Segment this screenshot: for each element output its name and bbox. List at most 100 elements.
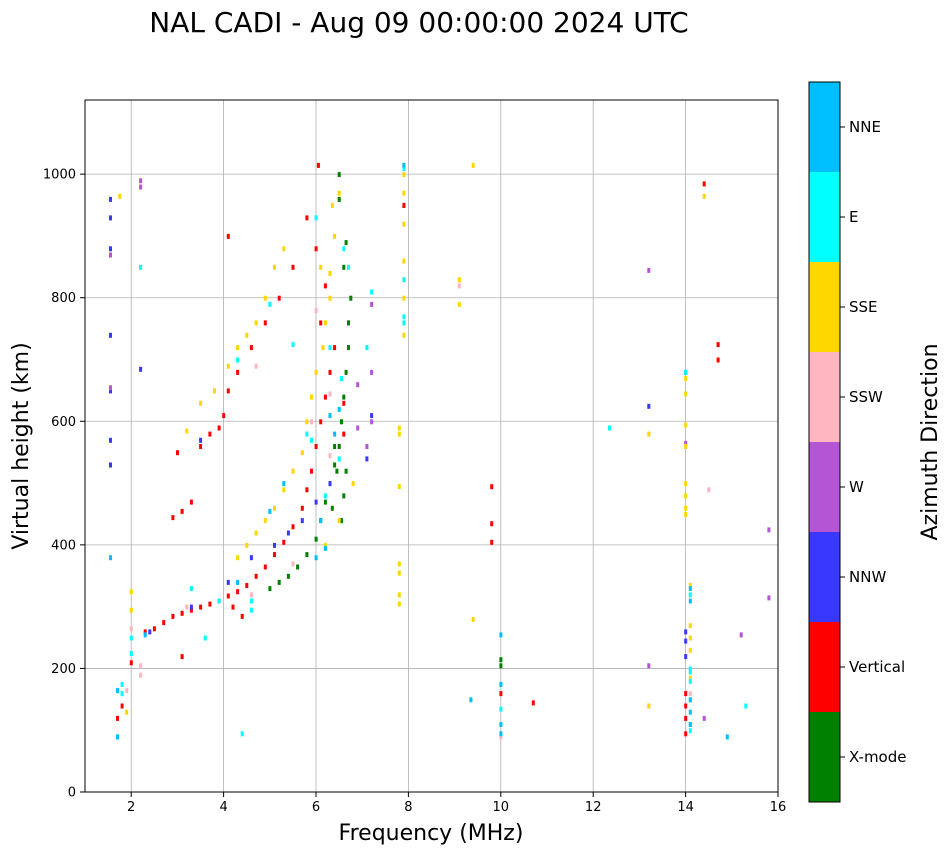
data-point — [342, 400, 346, 406]
data-point — [702, 715, 706, 721]
data-point — [688, 666, 692, 672]
colorbar-segment — [809, 352, 840, 442]
data-point — [249, 555, 253, 561]
data-point — [226, 388, 230, 394]
data-point — [457, 301, 461, 307]
data-point — [109, 437, 112, 443]
data-point — [688, 709, 692, 715]
data-point — [716, 342, 720, 348]
data-point — [139, 672, 143, 678]
data-point — [347, 264, 350, 270]
data-point — [129, 660, 133, 666]
data-point — [273, 264, 276, 270]
data-point — [300, 518, 304, 524]
data-point — [370, 301, 374, 307]
data-point — [268, 301, 272, 307]
data-point — [684, 369, 688, 375]
data-point — [725, 734, 729, 740]
data-point — [314, 246, 318, 252]
data-point — [457, 277, 461, 283]
colorbar: X-mode Vertical NNW W SSW SSE E NNE — [808, 81, 906, 803]
data-point — [328, 413, 332, 419]
data-point — [240, 731, 244, 737]
y-tick-label: 400 — [51, 538, 76, 553]
data-point — [236, 555, 240, 561]
data-point — [314, 499, 318, 505]
data-point — [310, 394, 313, 400]
data-point — [273, 552, 276, 558]
x-tick-label: 12 — [585, 800, 602, 815]
data-point — [189, 607, 193, 613]
data-point — [254, 530, 258, 536]
data-point — [116, 715, 119, 721]
data-point — [323, 283, 327, 289]
data-point — [739, 632, 743, 638]
series-ssw — [125, 283, 711, 740]
data-point — [684, 505, 688, 511]
data-point — [323, 493, 327, 499]
data-point — [226, 233, 230, 239]
data-point — [277, 295, 281, 301]
data-point — [328, 391, 332, 397]
data-point — [129, 635, 133, 641]
data-point — [222, 413, 226, 419]
data-point — [471, 617, 475, 622]
data-point — [120, 681, 124, 687]
data-point — [282, 481, 286, 487]
data-point — [282, 539, 286, 545]
data-point — [236, 357, 240, 363]
data-point — [702, 181, 706, 187]
y-tick-label: 600 — [51, 415, 76, 430]
data-point — [249, 345, 253, 351]
colorbar-segment — [809, 622, 840, 712]
data-point — [397, 561, 401, 567]
data-point — [356, 425, 360, 431]
data-point — [171, 515, 175, 521]
data-point — [340, 376, 343, 381]
data-point — [469, 697, 473, 703]
data-point — [120, 691, 124, 697]
data-point — [291, 524, 295, 530]
data-point — [688, 678, 692, 684]
data-point — [688, 691, 692, 697]
data-point — [337, 518, 341, 524]
colorbar-segment — [809, 172, 840, 262]
data-point — [499, 663, 503, 669]
colorbar-category-label: SSW — [849, 388, 883, 406]
data-point — [767, 527, 771, 533]
data-point — [688, 586, 692, 592]
data-point — [499, 706, 503, 712]
data-point — [342, 394, 346, 400]
data-point — [282, 246, 286, 252]
data-point — [226, 579, 230, 585]
data-point — [328, 345, 332, 351]
data-point — [707, 487, 711, 493]
data-point — [125, 688, 129, 694]
data-point — [688, 635, 692, 641]
data-point — [702, 193, 706, 199]
data-point — [490, 484, 494, 490]
data-point — [344, 240, 348, 246]
x-axis-ticks: 2 4 6 8 10 12 14 16 — [127, 792, 786, 815]
data-point — [344, 468, 348, 474]
data-point — [402, 190, 406, 196]
data-point — [316, 162, 320, 168]
chart-title: NAL CADI - Aug 09 00:00:00 2024 UTC — [149, 6, 688, 39]
data-point — [305, 487, 309, 493]
data-point — [305, 419, 309, 425]
data-point — [370, 289, 374, 295]
data-point — [199, 444, 203, 449]
data-point — [335, 468, 339, 474]
data-point — [457, 283, 461, 289]
data-point — [365, 444, 369, 449]
series-w — [109, 178, 771, 721]
data-point — [499, 657, 503, 663]
data-point — [328, 369, 332, 375]
data-point — [254, 320, 258, 326]
data-point — [402, 203, 406, 208]
data-point — [684, 444, 688, 449]
colorbar-segment — [809, 442, 840, 532]
data-point — [314, 444, 318, 449]
data-point — [688, 583, 692, 588]
data-point — [684, 481, 688, 487]
